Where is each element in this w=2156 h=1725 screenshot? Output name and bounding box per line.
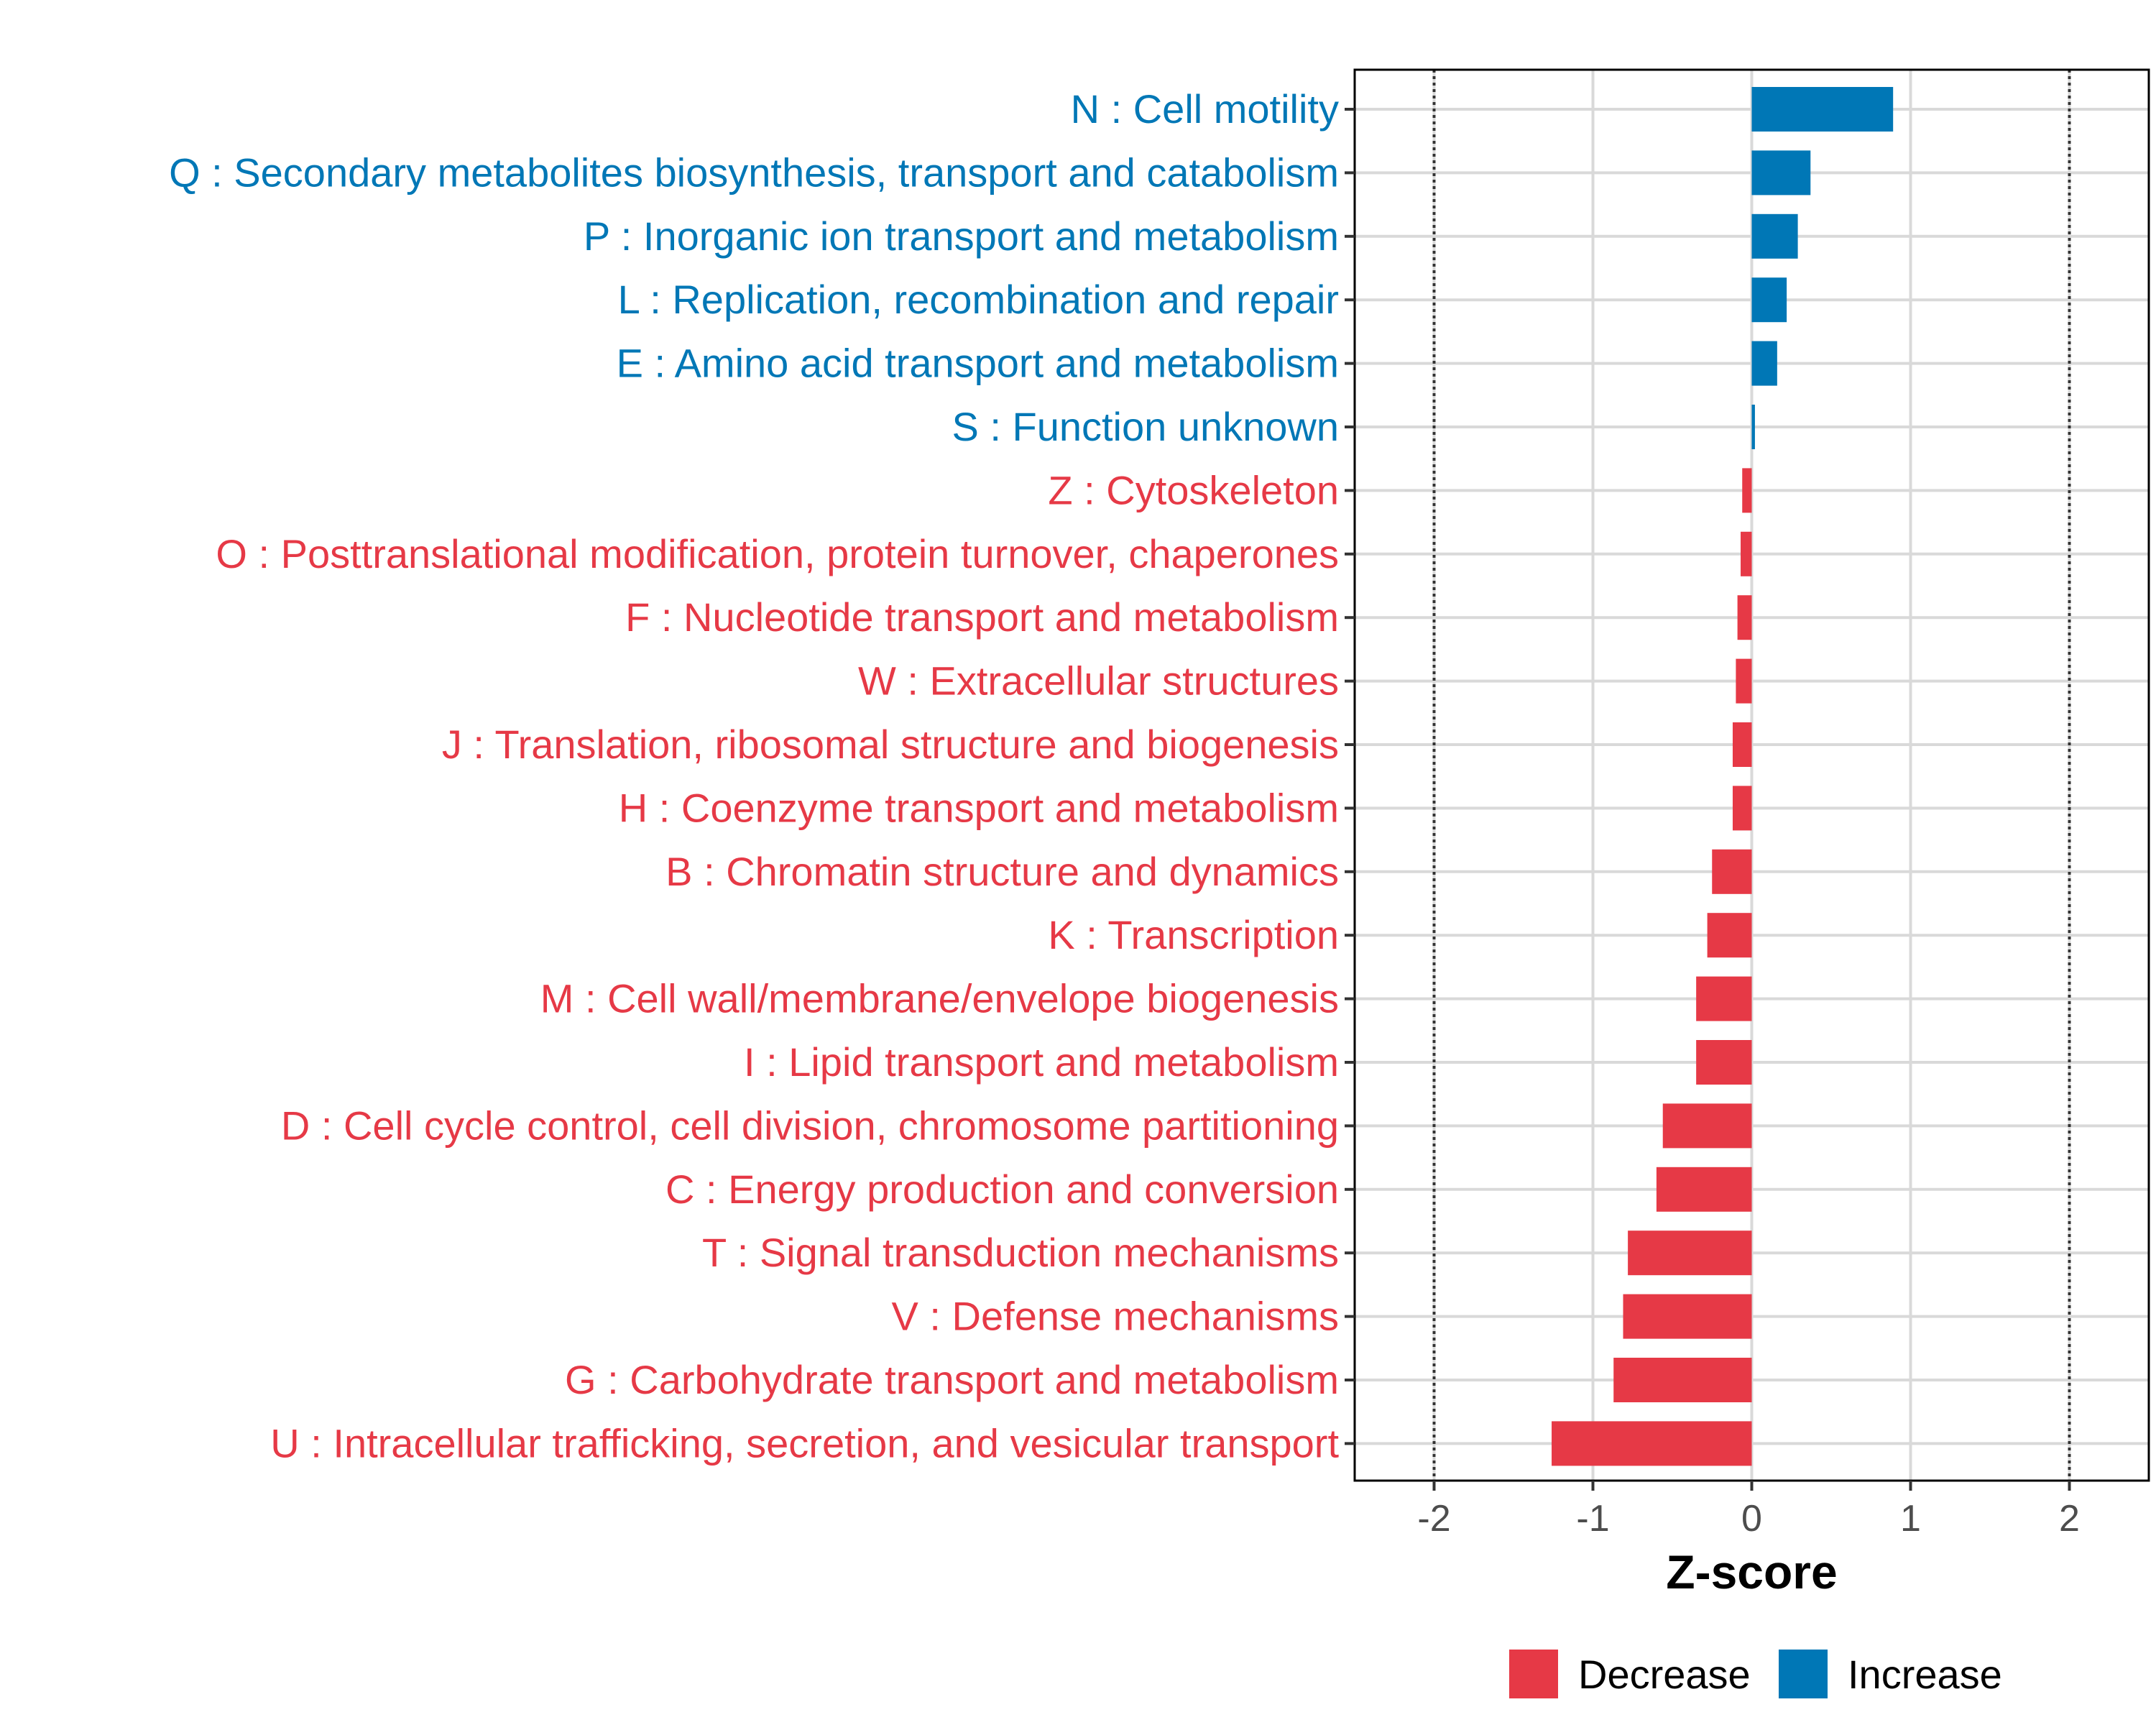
x-axis-title: Z-score: [1666, 1545, 1837, 1598]
bar: [1613, 1358, 1752, 1402]
bar: [1741, 531, 1752, 576]
bar: [1623, 1294, 1752, 1339]
x-tick-label: 0: [1741, 1498, 1762, 1540]
bar: [1751, 87, 1894, 132]
bar: [1751, 277, 1787, 323]
x-tick-label: 1: [1900, 1498, 1921, 1540]
y-axis-ticks: [1345, 108, 1355, 1445]
legend: Decrease Increase: [1509, 1650, 2002, 1698]
x-tick-label: -2: [1417, 1498, 1450, 1540]
legend-swatch: [1779, 1650, 1828, 1698]
bar: [1751, 405, 1755, 449]
category-label: J : Translation, ribosomal structure and…: [442, 722, 1339, 767]
bars: [1552, 87, 1894, 1466]
bar: [1628, 1230, 1752, 1276]
category-label: Q : Secondary metabolites biosynthesis, …: [169, 150, 1339, 195]
bar: [1736, 658, 1752, 704]
legend-label: Decrease: [1578, 1652, 1751, 1697]
category-label: M : Cell wall/membrane/envelope biogenes…: [540, 976, 1339, 1021]
bar: [1696, 1040, 1752, 1085]
category-label: P : Inorganic ion transport and metaboli…: [584, 213, 1339, 259]
category-label: H : Coenzyme transport and metabolism: [619, 785, 1339, 830]
bar: [1732, 786, 1752, 831]
reference-lines: [1432, 70, 2071, 1481]
bar: [1751, 150, 1811, 196]
category-label: L : Replication, recombination and repai…: [618, 277, 1339, 322]
legend-swatch: [1509, 1650, 1558, 1698]
category-labels: N : Cell motility Q : Secondary metabolit…: [169, 86, 1339, 1466]
category-label: U : Intracellular trafficking, secretion…: [270, 1420, 1339, 1466]
bar: [1737, 595, 1752, 640]
bar: [1662, 1103, 1752, 1149]
category-label: S : Function unknown: [952, 404, 1339, 449]
category-label: O : Posttranslational modification, prot…: [216, 531, 1339, 576]
bar: [1656, 1167, 1752, 1212]
category-label: V : Defense mechanisms: [892, 1294, 1339, 1339]
category-label: W : Extracellular structures: [858, 658, 1339, 704]
category-label: B : Chromatin structure and dynamics: [665, 849, 1339, 894]
category-label: C : Energy production and conversion: [665, 1167, 1339, 1212]
x-tick-label: -1: [1576, 1498, 1609, 1540]
category-label: F : Nucleotide transport and metabolism: [625, 594, 1339, 640]
bar: [1707, 913, 1752, 958]
category-label: I : Lipid transport and metabolism: [744, 1039, 1339, 1085]
category-label: G : Carbohydrate transport and metabolis…: [565, 1357, 1339, 1402]
bar: [1732, 722, 1752, 767]
x-axis-ticks: -2 -1 0 1 2: [1417, 1481, 2080, 1540]
category-label: K : Transcription: [1048, 912, 1339, 957]
bar: [1751, 341, 1777, 386]
category-label: D : Cell cycle control, cell division, c…: [281, 1103, 1339, 1148]
bar: [1696, 976, 1752, 1021]
category-label: N : Cell motility: [1071, 86, 1339, 132]
bar: [1712, 849, 1752, 894]
category-label: E : Amino acid transport and metabolism: [617, 341, 1339, 386]
bar: [1751, 213, 1798, 259]
bar: [1742, 468, 1752, 513]
bar: [1552, 1421, 1752, 1466]
category-label: Z : Cytoskeleton: [1048, 467, 1339, 512]
category-label: T : Signal transduction mechanisms: [702, 1230, 1339, 1275]
x-tick-label: 2: [2059, 1498, 2080, 1540]
legend-label: Increase: [1848, 1652, 2002, 1697]
